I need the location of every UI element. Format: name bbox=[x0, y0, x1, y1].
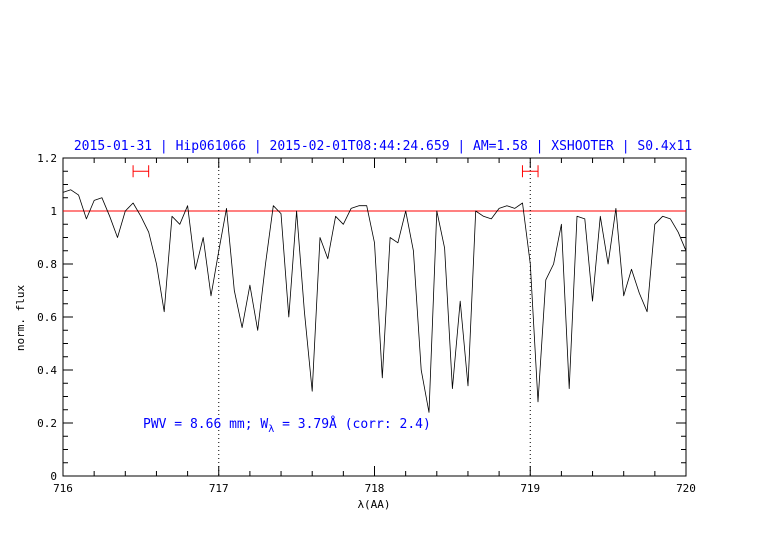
spectrum-line bbox=[62, 189, 687, 413]
y-tick-label: 1 bbox=[50, 205, 57, 218]
x-tick-label: 719 bbox=[520, 482, 540, 495]
x-tick-label: 716 bbox=[53, 482, 73, 495]
y-tick-label: 0.2 bbox=[37, 417, 57, 430]
chart-title: 2015-01-31 | Hip061066 | 2015-02-01T08:4… bbox=[74, 139, 692, 154]
y-tick-label: 0 bbox=[50, 470, 57, 483]
y-axis: 0 0.2 0.4 0.6 0.8 1 1.2 bbox=[37, 152, 686, 483]
annotation-suffix: = 3.79Å (corr: 2.4) bbox=[274, 416, 431, 432]
x-tick-label: 720 bbox=[676, 482, 696, 495]
interval-marker bbox=[132, 165, 150, 178]
annotation-prefix: PWV = 8.66 mm; W bbox=[143, 417, 268, 432]
marker-layer bbox=[63, 158, 686, 476]
pwv-annotation: PWV = 8.66 mm; Wλ = 3.79Å (corr: 2.4) bbox=[143, 416, 431, 435]
y-axis-label: norm. flux bbox=[14, 285, 27, 352]
x-axis-label: λ(AA) bbox=[357, 498, 390, 511]
interval-marker bbox=[521, 165, 539, 178]
series-layer bbox=[62, 189, 687, 413]
annotation-subscript: λ bbox=[268, 424, 274, 435]
y-tick-label: 1.2 bbox=[37, 152, 57, 165]
x-tick-label: 717 bbox=[209, 482, 229, 495]
y-tick-label: 0.6 bbox=[37, 311, 57, 324]
y-tick-label: 0.8 bbox=[37, 258, 57, 271]
x-tick-label: 718 bbox=[365, 482, 385, 495]
y-tick-label: 0.4 bbox=[37, 364, 57, 377]
x-axis: 716 717 718 719 720 bbox=[53, 158, 696, 495]
